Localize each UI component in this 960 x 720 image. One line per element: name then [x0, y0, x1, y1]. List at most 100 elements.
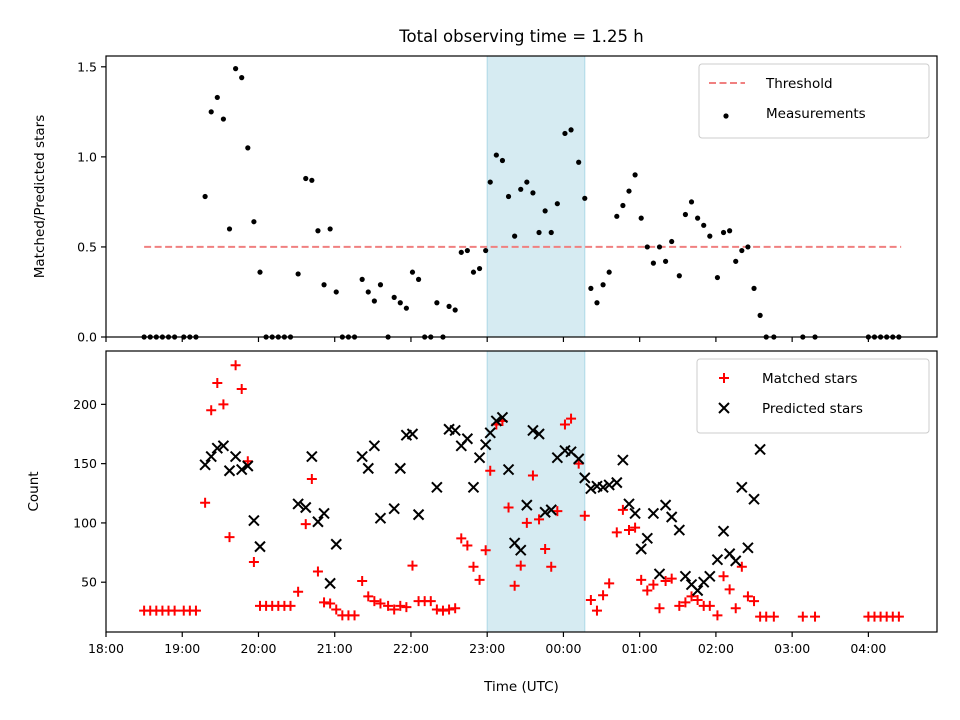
data-point: [409, 269, 416, 275]
legend-label: Matched stars: [762, 371, 858, 387]
data-point: [374, 512, 387, 524]
data-point: [533, 428, 545, 440]
data-point: [720, 229, 727, 236]
data-point: [718, 571, 729, 582]
data-point: [214, 94, 220, 101]
data-point: [524, 179, 530, 185]
data-point: [654, 603, 665, 614]
data-point: [327, 226, 333, 232]
data-point: [199, 459, 211, 471]
data-point: [594, 300, 600, 306]
y-tick-label: 0.5: [77, 239, 97, 254]
data-point: [691, 584, 704, 597]
data-point: [490, 415, 503, 427]
data-point: [588, 285, 594, 291]
data-point: [629, 507, 641, 520]
data-point: [736, 561, 747, 572]
legend-label: Threshold: [765, 76, 833, 92]
data-point: [704, 570, 716, 582]
data-point: [644, 244, 650, 250]
data-point: [606, 269, 612, 275]
data-point: [680, 597, 691, 608]
data-point: [226, 226, 233, 232]
data-point: [742, 542, 754, 554]
data-point: [303, 175, 309, 182]
data-point: [604, 578, 615, 589]
data-point: [309, 177, 315, 183]
data-point: [229, 450, 242, 463]
data-point: [548, 229, 554, 236]
x-tick-label: 01:00: [622, 641, 658, 656]
data-point: [754, 443, 766, 456]
data-point: [626, 188, 632, 194]
data-point: [736, 481, 748, 494]
data-point: [407, 560, 418, 571]
data-point: [530, 190, 536, 196]
data-point: [377, 282, 384, 288]
data-point: [749, 596, 760, 607]
data-point: [707, 233, 713, 239]
data-point: [230, 360, 241, 371]
data-point: [248, 514, 260, 527]
data-point: [579, 510, 590, 521]
data-point: [630, 522, 641, 533]
data-point: [365, 289, 371, 295]
data-point: [542, 208, 548, 214]
data-point: [674, 600, 685, 611]
y-tick-label: 100: [73, 515, 97, 530]
data-point: [751, 285, 757, 291]
axes-frame: [105, 350, 938, 633]
data-point: [223, 465, 236, 477]
data-point: [412, 508, 425, 521]
data-point: [235, 463, 248, 476]
y-tick-label: 0.0: [77, 330, 97, 345]
data-point: [505, 193, 512, 200]
data-point: [724, 584, 735, 595]
data-point: [205, 450, 217, 463]
data-point: [695, 215, 701, 221]
data-point: [450, 603, 461, 614]
data-point: [406, 428, 419, 440]
panel-counts: 50 100 150 200 18:00 19:00 20:00 21:00 22:00 23:0…: [26, 350, 938, 695]
data-point: [401, 602, 412, 613]
x-tick-label: 00:00: [545, 641, 581, 656]
data-point: [218, 399, 229, 410]
data-point: [254, 540, 266, 553]
data-point: [591, 605, 602, 616]
data-point: [712, 610, 723, 621]
data-point: [598, 590, 609, 601]
data-point: [676, 273, 682, 279]
y-axis-label: Count: [26, 471, 42, 511]
data-point: [425, 596, 436, 607]
data-point: [810, 611, 821, 622]
series-matched-stars: [139, 360, 904, 622]
data-point: [617, 504, 628, 515]
data-point: [742, 591, 753, 602]
data-point: [285, 600, 296, 611]
data-point: [359, 276, 365, 282]
data-point: [349, 610, 360, 621]
legend: Threshold Measurements: [698, 63, 930, 139]
data-point: [449, 424, 461, 437]
data-point: [485, 465, 496, 476]
data-point: [714, 274, 721, 281]
legend-label: Predicted stars: [762, 401, 863, 417]
data-point: [220, 116, 227, 122]
data-point: [554, 201, 560, 207]
x-tick-label: 03:00: [774, 641, 810, 656]
data-point: [662, 258, 669, 264]
data-point: [473, 452, 486, 464]
data-point: [325, 598, 336, 609]
data-point: [682, 211, 689, 218]
x-tick-label: 20:00: [240, 641, 276, 656]
data-point: [540, 544, 551, 555]
data-point: [312, 566, 323, 577]
data-point: [362, 462, 374, 475]
data-point: [458, 249, 464, 255]
data-point: [470, 269, 477, 275]
data-point: [190, 605, 201, 616]
data-point: [464, 247, 470, 254]
data-point: [665, 511, 678, 523]
data-point: [739, 247, 745, 254]
data-point: [692, 594, 703, 605]
